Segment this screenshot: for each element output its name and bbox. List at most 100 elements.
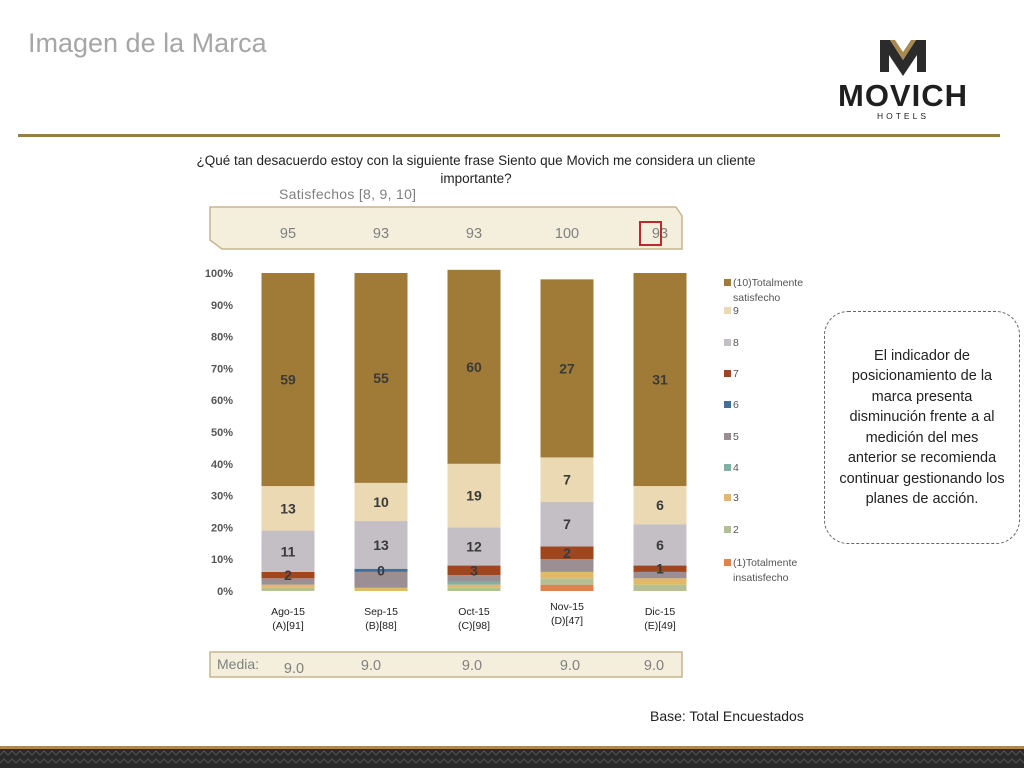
data-label: 31 (652, 372, 668, 388)
bar-segment (633, 571, 687, 579)
y-tick-label: 80% (211, 332, 233, 344)
y-tick-label: 0% (217, 586, 233, 598)
data-label: 7 (563, 472, 571, 488)
bar-segment (633, 524, 687, 566)
media-value: 9.0 (361, 658, 381, 674)
satisfied-value: 93 (373, 226, 389, 242)
satisfied-highlight-box (639, 221, 662, 246)
survey-question: ¿Qué tan desacuerdo estoy con la siguien… (196, 153, 756, 186)
bar-segment (633, 578, 687, 585)
legend-swatch (724, 559, 731, 566)
data-label: 10 (373, 494, 389, 510)
legend-swatch (724, 370, 731, 377)
insight-callout: El indicador de posicionamiento de la ma… (824, 311, 1020, 544)
data-label: 7 (563, 516, 571, 532)
movich-monogram-icon (880, 40, 926, 76)
legend-label: 6 (733, 399, 739, 411)
media-values: 9.0 9.0 9.0 9.0 9.0 (284, 658, 664, 677)
legend-swatch (724, 464, 731, 471)
header-divider (18, 134, 1000, 137)
x-tick-sublabel: (D)[47] (551, 615, 583, 627)
data-label: 2 (284, 567, 292, 583)
slide-title: Imagen de la Marca (28, 28, 267, 58)
data-label: 59 (280, 372, 296, 388)
legend-label: 5 (733, 431, 739, 443)
bar-segment (354, 273, 408, 483)
bar-segment (354, 587, 408, 591)
data-label: 11 (281, 543, 296, 559)
legend-swatch (724, 339, 731, 346)
bar-segment (633, 565, 687, 572)
data-label: 27 (559, 360, 575, 376)
legend-label: 7 (733, 368, 739, 380)
media-value: 9.0 (560, 658, 580, 674)
legend-swatch (724, 433, 731, 440)
bar-segment (261, 530, 315, 572)
bar-segment (540, 457, 594, 502)
y-tick-label: 90% (211, 300, 233, 312)
media-value: 9.0 (284, 661, 304, 677)
data-label: 3 (470, 562, 478, 578)
satisfied-values: 95 93 93 100 93 (280, 226, 668, 242)
logo-sub-text: HOTELS (877, 111, 929, 121)
x-tick-label: Sep-15 (364, 606, 398, 618)
data-label: 55 (373, 370, 389, 386)
media-label: Media: (217, 656, 259, 672)
y-tick-label: 40% (211, 459, 233, 471)
bar-stack (261, 273, 315, 591)
bar-segment (447, 565, 501, 576)
y-tick-label: 100% (205, 268, 233, 280)
x-tick-label: Dic-15 (645, 606, 676, 618)
legend-swatch (724, 526, 731, 533)
bar-segment (540, 571, 594, 579)
legend-label: 4 (733, 462, 739, 474)
legend-label: (10)Totalmente satisfecho (733, 277, 803, 304)
bar-segment (447, 584, 501, 588)
legend-label: 8 (733, 337, 739, 349)
bar-stack (447, 269, 501, 591)
legend-label: 3 (733, 492, 739, 504)
bar-stack (633, 273, 687, 591)
logo-brand-text: MOVICH (838, 78, 968, 113)
bar-segment (540, 546, 594, 560)
data-label: 2 (563, 545, 571, 561)
satisfied-value: 95 (280, 226, 296, 242)
data-label: 60 (466, 359, 482, 375)
data-label: 19 (466, 488, 482, 504)
y-tick-label: 60% (211, 395, 233, 407)
data-label: 0 (377, 562, 385, 578)
legend-swatch (724, 279, 731, 286)
base-note: Base: Total Encuestados (650, 708, 804, 724)
legend-label: 2 (733, 524, 739, 536)
x-tick-sublabel: (C)[98] (458, 620, 490, 632)
bar-segment (540, 578, 594, 585)
data-label: 12 (466, 538, 482, 554)
bar-segment (633, 273, 687, 487)
data-label: 6 (656, 497, 664, 513)
y-axis: 0% 10% 20% 30% 40% 50% 60% 70% 80% 90% 100% (205, 268, 233, 598)
y-tick-label: 20% (211, 522, 233, 534)
y-tick-label: 50% (211, 427, 233, 439)
media-value: 9.0 (644, 658, 664, 674)
bar-segment (261, 273, 315, 487)
bar-segment (447, 463, 501, 528)
bar-segment (540, 584, 594, 591)
media-band (209, 651, 683, 678)
bar-segment (447, 581, 501, 585)
x-tick-label: Oct-15 (458, 606, 490, 618)
bar-segment (354, 482, 408, 522)
bar-segment (633, 486, 687, 525)
y-tick-label: 70% (211, 363, 233, 375)
bar-segment (540, 501, 594, 547)
satisfied-value: 100 (555, 226, 579, 242)
bar-segment (261, 578, 315, 585)
x-tick-sublabel: (E)[49] (644, 620, 676, 632)
legend-swatch (724, 494, 731, 501)
bar-segment (540, 559, 594, 572)
media-value: 9.0 (462, 658, 482, 674)
bar-segment (447, 527, 501, 566)
movich-logo: MOVICH HOTELS (838, 40, 968, 121)
